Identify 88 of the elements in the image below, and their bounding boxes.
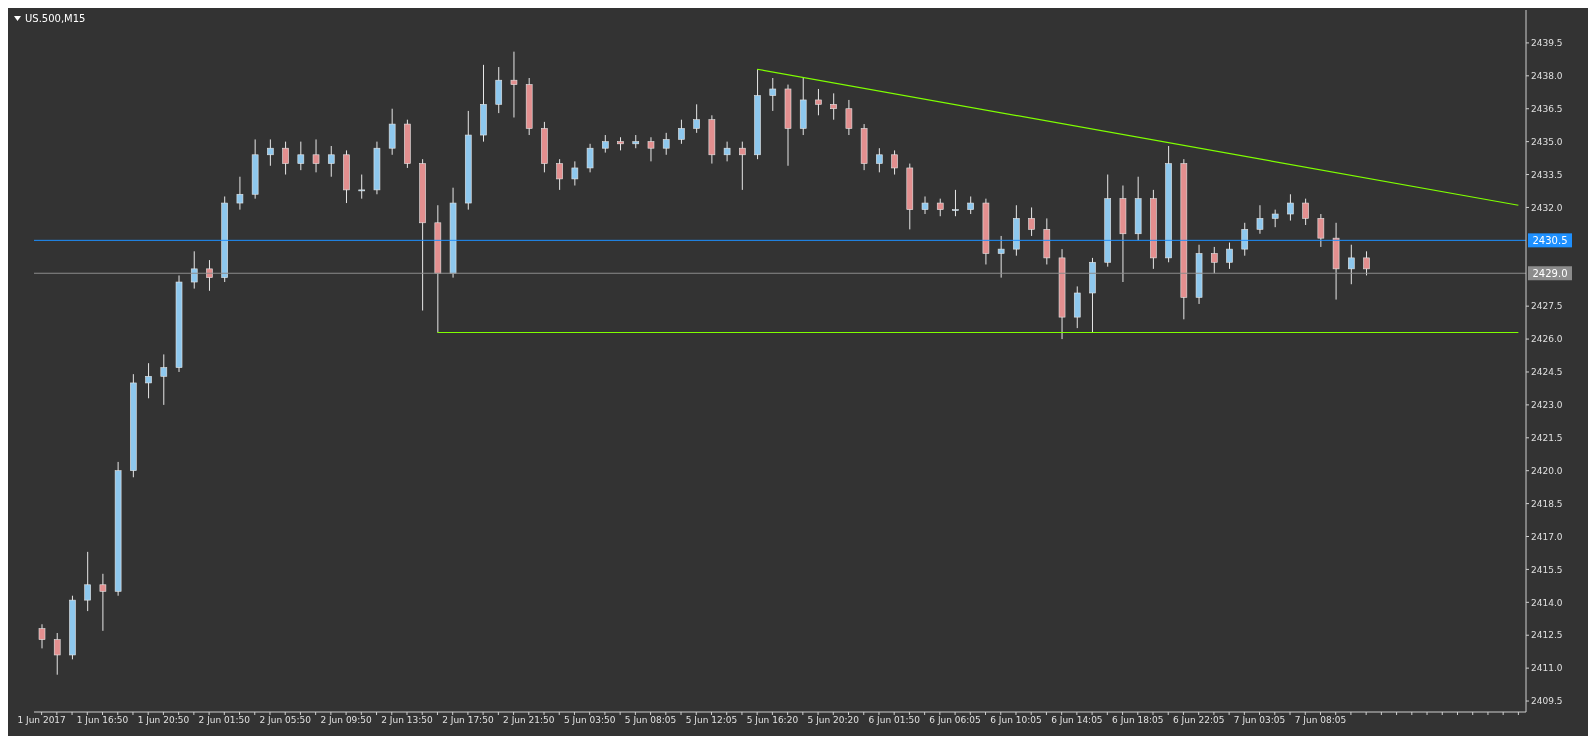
y-tick-label: 2436.5 xyxy=(1531,103,1563,114)
candlestick xyxy=(845,99,853,136)
y-tick-label: 2426.0 xyxy=(1531,334,1563,345)
candlestick xyxy=(739,141,746,191)
ref-line-label: 2430.5 xyxy=(1532,235,1568,247)
candlestick xyxy=(693,103,700,134)
ref-line-label: 2429.0 xyxy=(1532,268,1568,280)
candlestick xyxy=(297,141,305,171)
candlestick xyxy=(267,138,274,167)
x-tick-label: 6 Jun 10:05 xyxy=(990,715,1042,726)
candlestick xyxy=(99,573,107,632)
candlestick xyxy=(53,632,61,676)
candlestick xyxy=(358,174,366,200)
candlestick xyxy=(160,353,168,406)
candlestick xyxy=(1256,204,1264,235)
candlestick xyxy=(815,88,822,116)
candlestick xyxy=(647,136,655,162)
x-tick-label: 1 Jun 16:50 xyxy=(76,715,129,726)
x-tick-label: 1 Jun 2017 xyxy=(17,715,66,726)
x-tick-label: 6 Jun 22:05 xyxy=(1172,715,1225,726)
x-tick-label: 5 Jun 08:05 xyxy=(624,715,677,726)
candlestick xyxy=(876,147,883,173)
candlestick xyxy=(84,551,91,612)
candlestick xyxy=(921,195,929,215)
y-tick-label: 2423.0 xyxy=(1531,400,1563,411)
candlestick xyxy=(1348,244,1355,285)
candlestick xyxy=(510,51,518,118)
y-tick-label: 2424.5 xyxy=(1531,367,1563,378)
candlestick xyxy=(1287,193,1294,222)
candlestick xyxy=(38,623,46,649)
candlestick xyxy=(830,92,837,121)
y-tick-label: 2411.0 xyxy=(1531,663,1563,674)
y-tick-label: 2414.0 xyxy=(1531,597,1563,608)
candlestick xyxy=(145,362,152,399)
candlestick xyxy=(1363,250,1370,276)
x-tick-label: 6 Jun 06:05 xyxy=(929,715,981,726)
candlestick xyxy=(1210,246,1218,274)
y-tick-label: 2409.5 xyxy=(1531,696,1563,707)
candlestick xyxy=(206,259,213,292)
y-tick-label: 2432.0 xyxy=(1531,202,1563,213)
x-tick-label: 6 Jun 01:50 xyxy=(868,715,921,726)
y-tick-label: 2415.5 xyxy=(1531,564,1563,575)
x-tick-label: 6 Jun 18:05 xyxy=(1112,715,1164,726)
y-tick-label: 2417.0 xyxy=(1531,531,1563,542)
candlestick xyxy=(586,143,594,173)
candlestick xyxy=(571,160,579,186)
x-tick-label: 6 Jun 14:05 xyxy=(1051,715,1103,726)
candlestick xyxy=(1226,242,1233,270)
y-tick-label: 2435.0 xyxy=(1531,136,1563,147)
candlestick xyxy=(282,141,289,176)
candlestick xyxy=(327,145,335,178)
x-tick-label: 2 Jun 21:50 xyxy=(503,715,555,726)
x-tick-label: 5 Jun 12:05 xyxy=(685,715,738,726)
x-tick-label: 2 Jun 01:50 xyxy=(198,715,251,726)
candlestick xyxy=(1317,213,1325,248)
candlestick xyxy=(678,119,685,145)
y-tick-label: 2420.0 xyxy=(1531,465,1563,476)
y-tick-label: 2418.5 xyxy=(1531,498,1563,509)
candlestick xyxy=(891,149,898,176)
x-tick-label: 2 Jun 17:50 xyxy=(442,715,494,726)
y-tick-label: 2433.5 xyxy=(1531,169,1563,180)
x-tick-label: 5 Jun 20:20 xyxy=(807,715,860,726)
y-tick-label: 2427.5 xyxy=(1531,301,1563,312)
y-tick-label: 2412.5 xyxy=(1531,630,1563,641)
x-tick-label: 7 Jun 08:05 xyxy=(1294,715,1347,726)
x-tick-label: 1 Jun 20:50 xyxy=(137,715,190,726)
candlestick xyxy=(662,132,670,156)
candlestick xyxy=(1302,198,1309,226)
candlestick xyxy=(723,141,731,162)
candlestick xyxy=(1241,222,1249,257)
candlestick xyxy=(556,158,563,191)
chart-title: US.500,M15 xyxy=(25,13,86,24)
y-tick-label: 2421.5 xyxy=(1531,432,1563,443)
x-tick-label: 5 Jun 03:50 xyxy=(563,715,616,726)
candlestick xyxy=(236,176,244,211)
x-tick-label: 2 Jun 13:50 xyxy=(381,715,433,726)
x-tick-label: 2 Jun 09:50 xyxy=(320,715,373,726)
y-tick-label: 2438.0 xyxy=(1531,71,1563,82)
candlestick xyxy=(952,189,959,217)
x-tick-label: 5 Jun 16:20 xyxy=(746,715,799,726)
y-tick-label: 2439.5 xyxy=(1531,38,1563,49)
candlestick xyxy=(1028,206,1035,237)
candlestick xyxy=(769,77,777,112)
x-tick-label: 7 Jun 03:05 xyxy=(1233,715,1286,726)
candlestick xyxy=(312,138,320,173)
x-tick-label: 2 Jun 05:50 xyxy=(259,715,312,726)
candlestick xyxy=(997,235,1005,279)
candlestick xyxy=(190,250,198,290)
